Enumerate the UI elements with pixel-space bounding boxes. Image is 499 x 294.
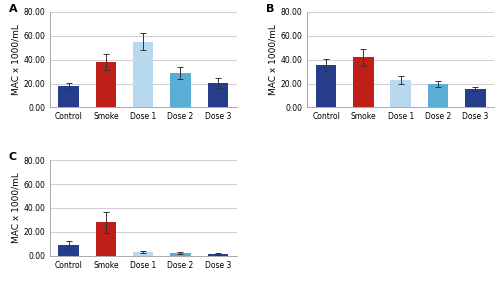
Bar <box>133 252 154 256</box>
Text: B: B <box>266 4 275 14</box>
Bar <box>96 222 116 256</box>
Bar <box>96 62 116 107</box>
Text: C: C <box>9 152 17 162</box>
Bar <box>58 86 79 107</box>
Bar <box>208 254 228 256</box>
Bar <box>390 80 411 107</box>
Bar <box>428 83 448 107</box>
Bar <box>316 65 336 107</box>
Y-axis label: MAC x 1000/mL: MAC x 1000/mL <box>269 24 278 95</box>
Y-axis label: MAC x 1000/mL: MAC x 1000/mL <box>11 173 20 243</box>
Text: A: A <box>9 4 17 14</box>
Bar <box>170 74 191 107</box>
Bar <box>208 83 228 107</box>
Bar <box>170 253 191 256</box>
Bar <box>58 245 79 256</box>
Bar <box>353 57 374 107</box>
Bar <box>133 42 154 107</box>
Y-axis label: MAC x 1000/mL: MAC x 1000/mL <box>11 24 20 95</box>
Bar <box>465 89 486 107</box>
